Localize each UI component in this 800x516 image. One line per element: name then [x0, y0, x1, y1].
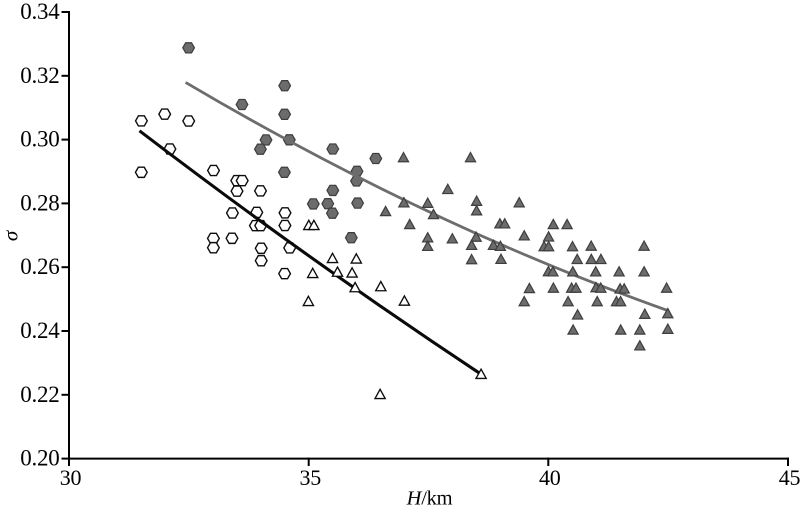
svg-text:0.28: 0.28	[20, 190, 59, 215]
svg-text:45: 45	[779, 465, 800, 490]
svg-text:H/km: H/km	[406, 488, 453, 510]
svg-text:σ: σ	[0, 229, 23, 241]
svg-text:0.24: 0.24	[20, 318, 60, 343]
svg-text:0.20: 0.20	[20, 446, 59, 471]
svg-text:40: 40	[539, 465, 561, 490]
svg-text:0.22: 0.22	[20, 382, 59, 407]
svg-text:35: 35	[299, 465, 321, 490]
svg-text:0.30: 0.30	[20, 127, 59, 152]
svg-text:0.26: 0.26	[20, 254, 59, 279]
svg-text:0.34: 0.34	[20, 0, 60, 24]
svg-text:30: 30	[60, 465, 82, 490]
svg-text:0.32: 0.32	[20, 63, 59, 88]
